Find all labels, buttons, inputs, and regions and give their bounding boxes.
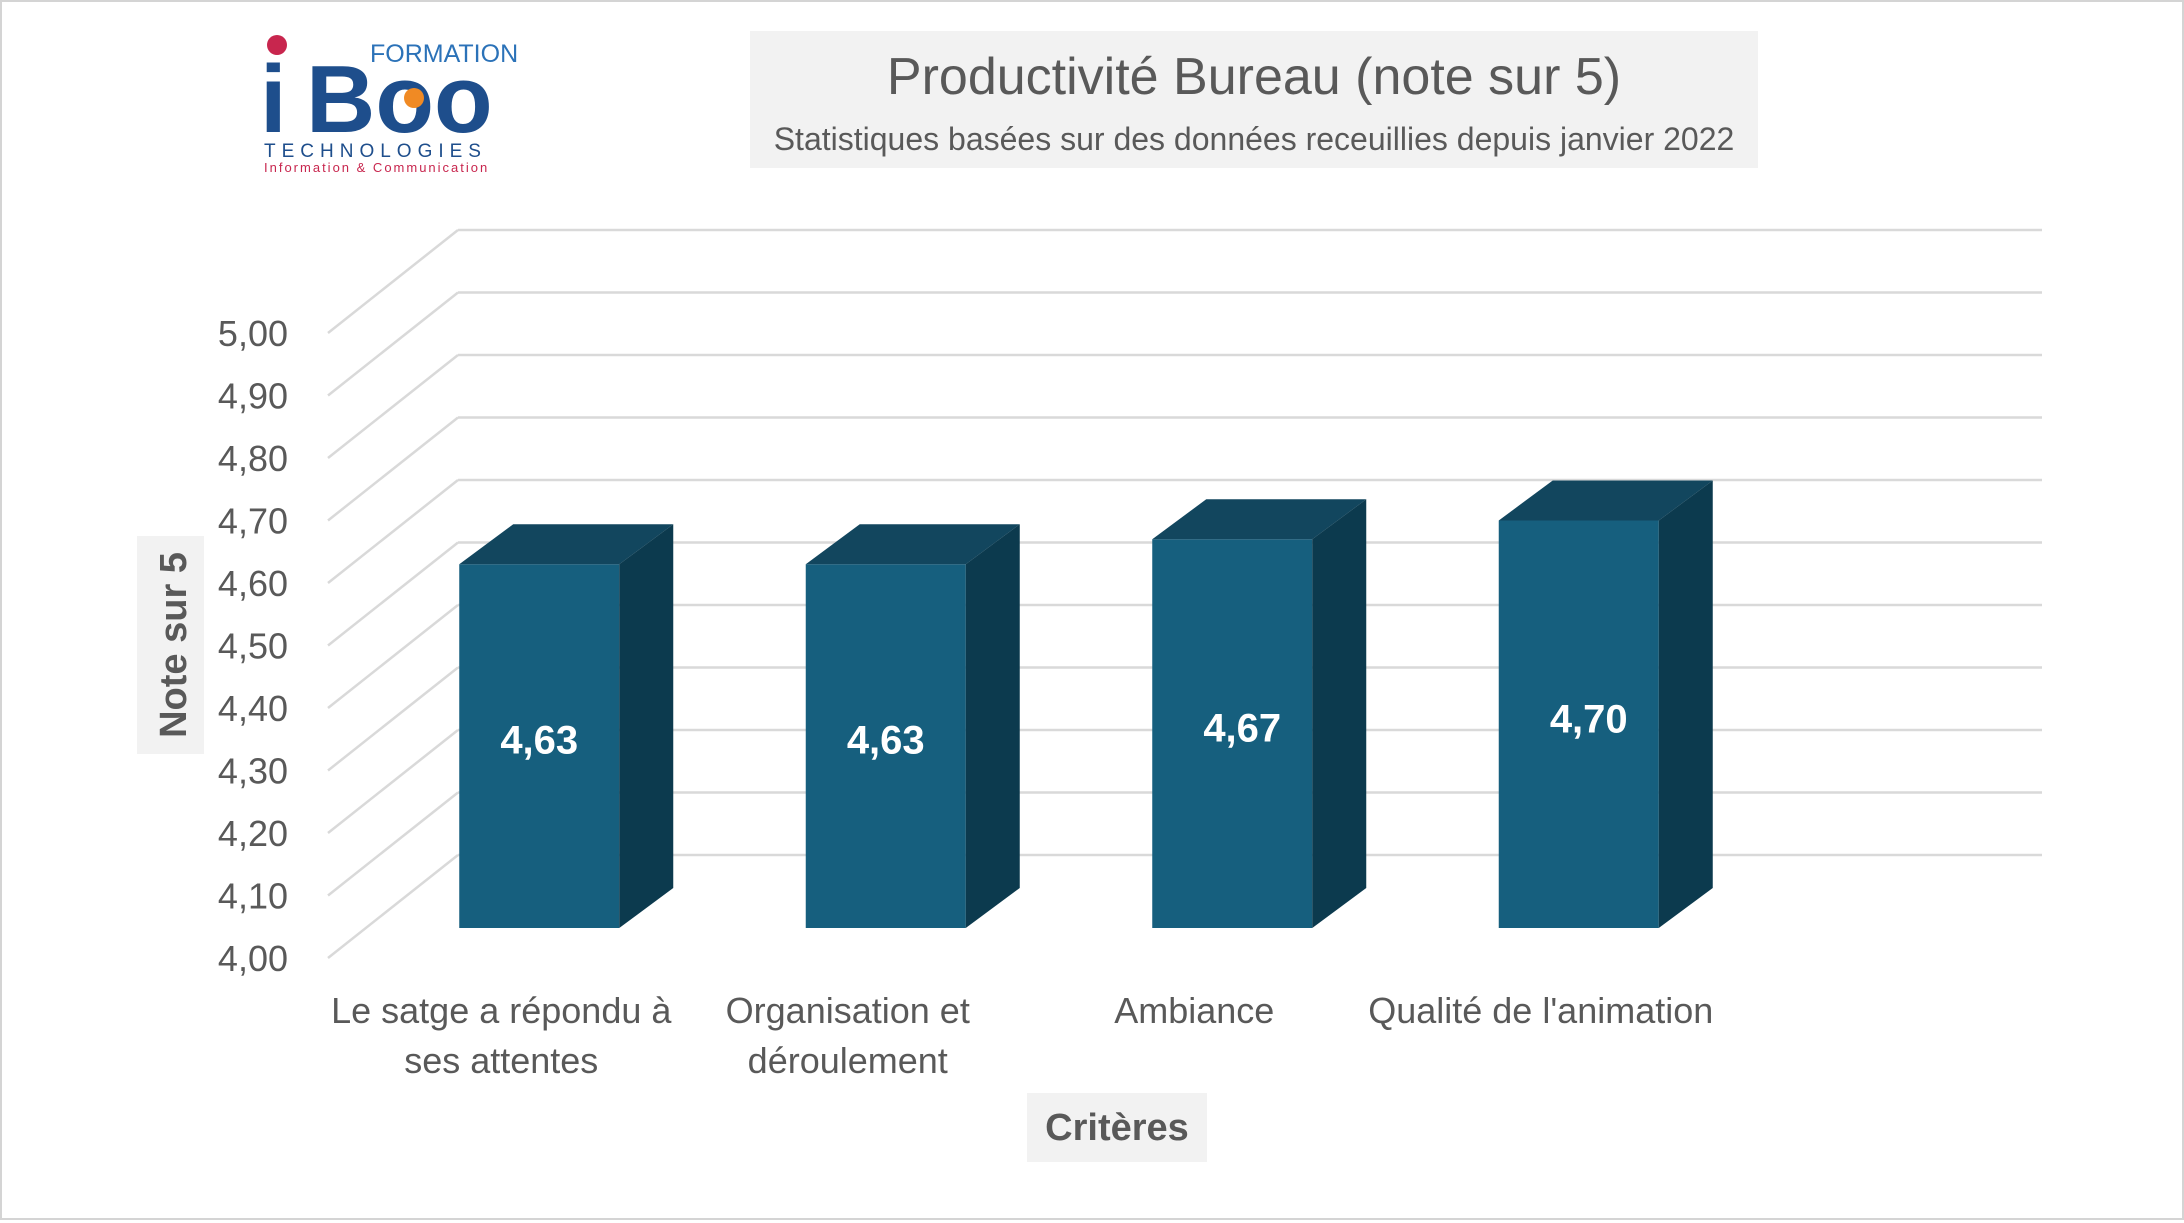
x-axis-title: Critères (1045, 1107, 1189, 1149)
bars: 4,63 4,63 4,67 4,70 (459, 480, 1713, 928)
title-background (750, 31, 1758, 168)
x-category-label: déroulement (748, 1040, 948, 1081)
company-logo: FORMATION i Boo TECHNOLOGIES Information… (260, 35, 518, 175)
gridline-side (327, 666, 459, 772)
logo-technologies: TECHNOLOGIES (264, 141, 487, 162)
y-axis-title: Note sur 5 (153, 552, 195, 738)
logo-brand-i: i (260, 46, 287, 153)
x-category-label: Organisation et (726, 990, 970, 1031)
gridline-side (327, 291, 459, 397)
x-category-label: Ambiance (1114, 990, 1274, 1031)
y-tick-label: 4,10 (218, 876, 288, 917)
bar-front (805, 564, 966, 928)
y-tick-label: 5,00 (218, 313, 288, 354)
bar-top (459, 524, 674, 565)
y-axis-title-background (137, 536, 204, 754)
bar-front (459, 564, 620, 928)
y-tick-label: 4,50 (218, 626, 288, 667)
y-tick-label: 4,20 (218, 813, 288, 854)
bar-side (1658, 480, 1713, 928)
bar-top (1152, 499, 1367, 540)
bar-side (965, 524, 1020, 928)
bar-value-label: 4,70 (1550, 697, 1628, 741)
gridline-side (327, 729, 459, 834)
gridline-side (327, 229, 459, 334)
logo-dot-icon (267, 35, 287, 55)
y-tick-label: 4,90 (218, 376, 288, 417)
chart-title: Productivité Bureau (note sur 5) (887, 48, 1621, 106)
y-tick-label: 4,60 (218, 563, 288, 604)
bar-value-label: 4,67 (1203, 706, 1281, 750)
x-category-label: Qualité de l'animation (1368, 990, 1713, 1031)
y-tick-label: 4,30 (218, 751, 288, 792)
bar-top (805, 524, 1020, 565)
bar-value-label: 4,63 (847, 718, 925, 762)
gridline-side (327, 479, 459, 584)
y-tick-label: 4,70 (218, 501, 288, 542)
y-tick-label: 4,40 (218, 688, 288, 729)
logo-formation: FORMATION (370, 40, 518, 68)
bar-top (1498, 480, 1713, 521)
gridline-side (327, 604, 459, 709)
chart-subtitle: Statistiques basées sur des données rece… (774, 121, 1735, 157)
logo-person-icon (404, 88, 424, 108)
bar-front (1152, 539, 1313, 928)
gridline-side (327, 541, 459, 647)
gridline-side (327, 354, 459, 459)
x-axis-title-background (1027, 1093, 1207, 1162)
x-category-label: Le satge a répondu à (331, 990, 672, 1031)
bar-front (1498, 520, 1659, 928)
y-axis-ticks: 4,00 4,10 4,20 4,30 4,40 4,50 4,60 4,70 4,80 4,90… (218, 313, 288, 979)
gridline-side (327, 416, 459, 522)
y-tick-label: 4,00 (218, 938, 288, 979)
bar-value-label: 4,63 (500, 718, 578, 762)
y-tick-label: 4,80 (218, 438, 288, 479)
x-category-label: ses attentes (404, 1040, 598, 1081)
gridline-side (327, 791, 459, 897)
x-axis-labels: Le satge a répondu à ses attentes Organisa… (331, 990, 1713, 1081)
logo-brand-boo: Boo (306, 46, 493, 153)
bar-side (619, 524, 674, 928)
bar-side (1312, 499, 1367, 928)
logo-tagline: Information & Communication (264, 160, 489, 175)
gridline-side (327, 854, 459, 959)
